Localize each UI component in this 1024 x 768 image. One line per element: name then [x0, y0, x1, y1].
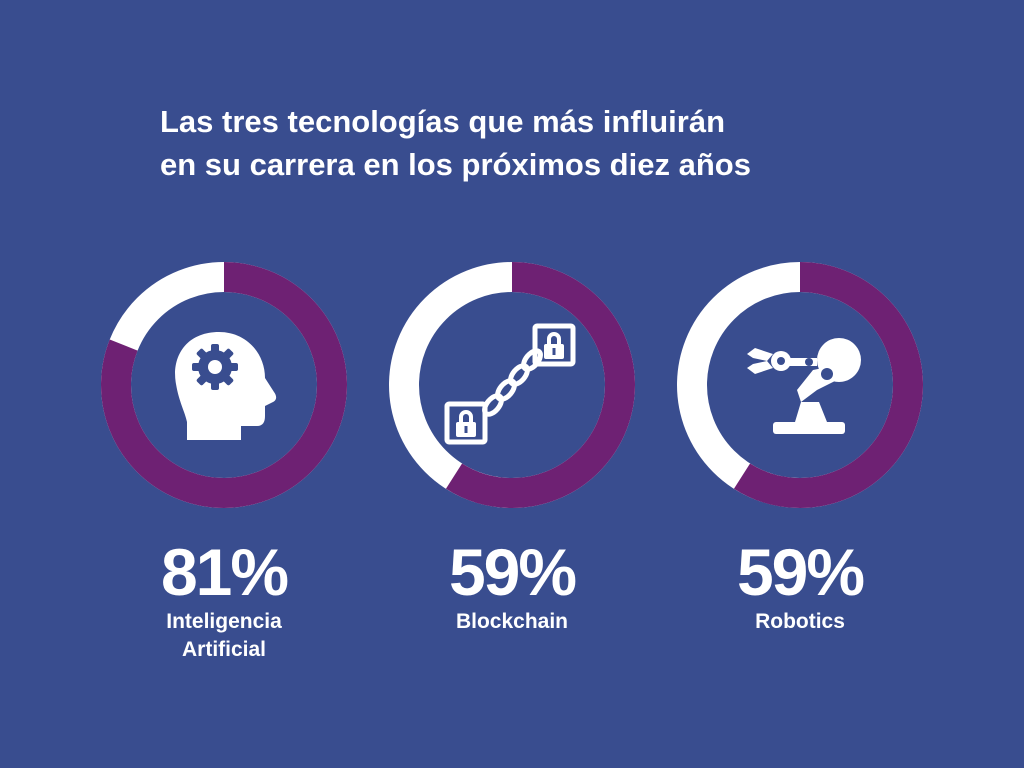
category-label-robotics: Robotics — [755, 610, 845, 633]
ai-head-gear-icon — [175, 332, 277, 440]
robot-arm-icon — [747, 338, 861, 434]
category-label-blockchain: Blockchain — [455, 610, 569, 633]
donut-ring-blockchain — [389, 262, 635, 508]
chart-title: Las tres tecnologías que más influirán e… — [160, 100, 880, 186]
category-label-ai-line-1: Inteligencia — [166, 610, 282, 633]
data-label-blockchain-percent: 59% — [448, 535, 577, 609]
donut-chart-ai — [101, 262, 347, 508]
stat-robotics: 59% Robotics — [677, 536, 923, 636]
category-label-ai-line-2: Artificial — [181, 638, 267, 661]
donut-arc-ai — [101, 262, 347, 508]
donut-chart-blockchain — [389, 262, 635, 508]
title-line-2: en su carrera en los próximos diez años — [160, 147, 751, 182]
data-label-ai-percent: 81% — [160, 535, 289, 609]
donut-arc-robotics — [677, 262, 923, 508]
donut-ring-robotics — [677, 262, 923, 508]
stat-blockchain: 59% Blockchain — [389, 536, 635, 636]
donut-ring-ai — [101, 262, 347, 508]
donut-arc-blockchain — [389, 262, 635, 508]
data-label-robotics-percent: 59% — [736, 535, 865, 609]
donut-chart-robotics — [677, 262, 923, 508]
blockchain-chain-lock-icon — [444, 323, 576, 445]
stat-ai: 81% Inteligencia Artificial — [101, 536, 347, 664]
title-line-1: Las tres tecnologías que más influirán — [160, 104, 726, 139]
